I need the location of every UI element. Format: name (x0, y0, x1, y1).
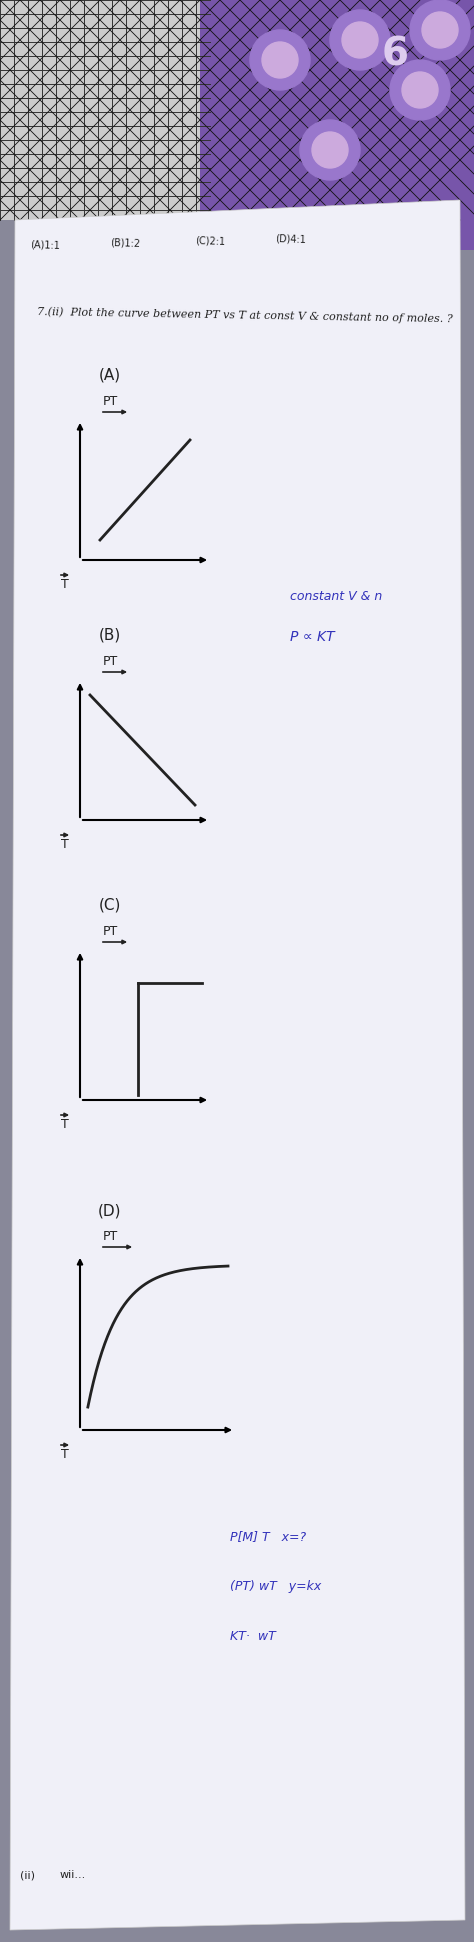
Text: (PT) wT   y=kx: (PT) wT y=kx (230, 1581, 321, 1592)
Text: (C): (C) (99, 897, 121, 913)
Bar (200, 0, 474, 251)
Text: (C)2:1: (C)2:1 (195, 237, 225, 247)
Text: (D): (D) (98, 1202, 122, 1218)
Circle shape (300, 120, 360, 181)
Circle shape (342, 21, 378, 58)
Text: PT: PT (102, 1229, 118, 1243)
Circle shape (402, 72, 438, 109)
Text: P[M] T   x=?: P[M] T x=? (230, 1530, 306, 1544)
Circle shape (410, 0, 470, 60)
Text: (A): (A) (99, 367, 121, 383)
Text: P ∝ KT: P ∝ KT (290, 629, 335, 645)
Text: 6: 6 (382, 37, 409, 74)
Polygon shape (10, 200, 465, 1930)
Bar (0, 0, 210, 219)
Text: (A)1:1: (A)1:1 (30, 241, 60, 251)
Circle shape (422, 12, 458, 49)
Text: T: T (61, 1119, 69, 1130)
Text: (B)1:2: (B)1:2 (110, 239, 140, 249)
Text: 7.(ii)  Plot the curve between PT vs T at const V & constant no of moles. ?: 7.(ii) Plot the curve between PT vs T at… (37, 307, 453, 324)
Text: T: T (61, 579, 69, 590)
Text: KT·  wT: KT· wT (230, 1629, 276, 1643)
Circle shape (330, 10, 390, 70)
Text: T: T (61, 839, 69, 851)
Text: (ii): (ii) (20, 1870, 35, 1880)
Text: PT: PT (102, 924, 118, 938)
Circle shape (312, 132, 348, 169)
Circle shape (262, 43, 298, 78)
Text: PT: PT (102, 394, 118, 408)
Circle shape (390, 60, 450, 120)
Text: (B): (B) (99, 627, 121, 643)
Text: (D)4:1: (D)4:1 (275, 233, 306, 245)
Text: wii...: wii... (60, 1870, 86, 1880)
Circle shape (250, 29, 310, 89)
Text: T: T (61, 1449, 69, 1460)
Text: PT: PT (102, 654, 118, 668)
Text: constant V & n: constant V & n (290, 590, 382, 604)
